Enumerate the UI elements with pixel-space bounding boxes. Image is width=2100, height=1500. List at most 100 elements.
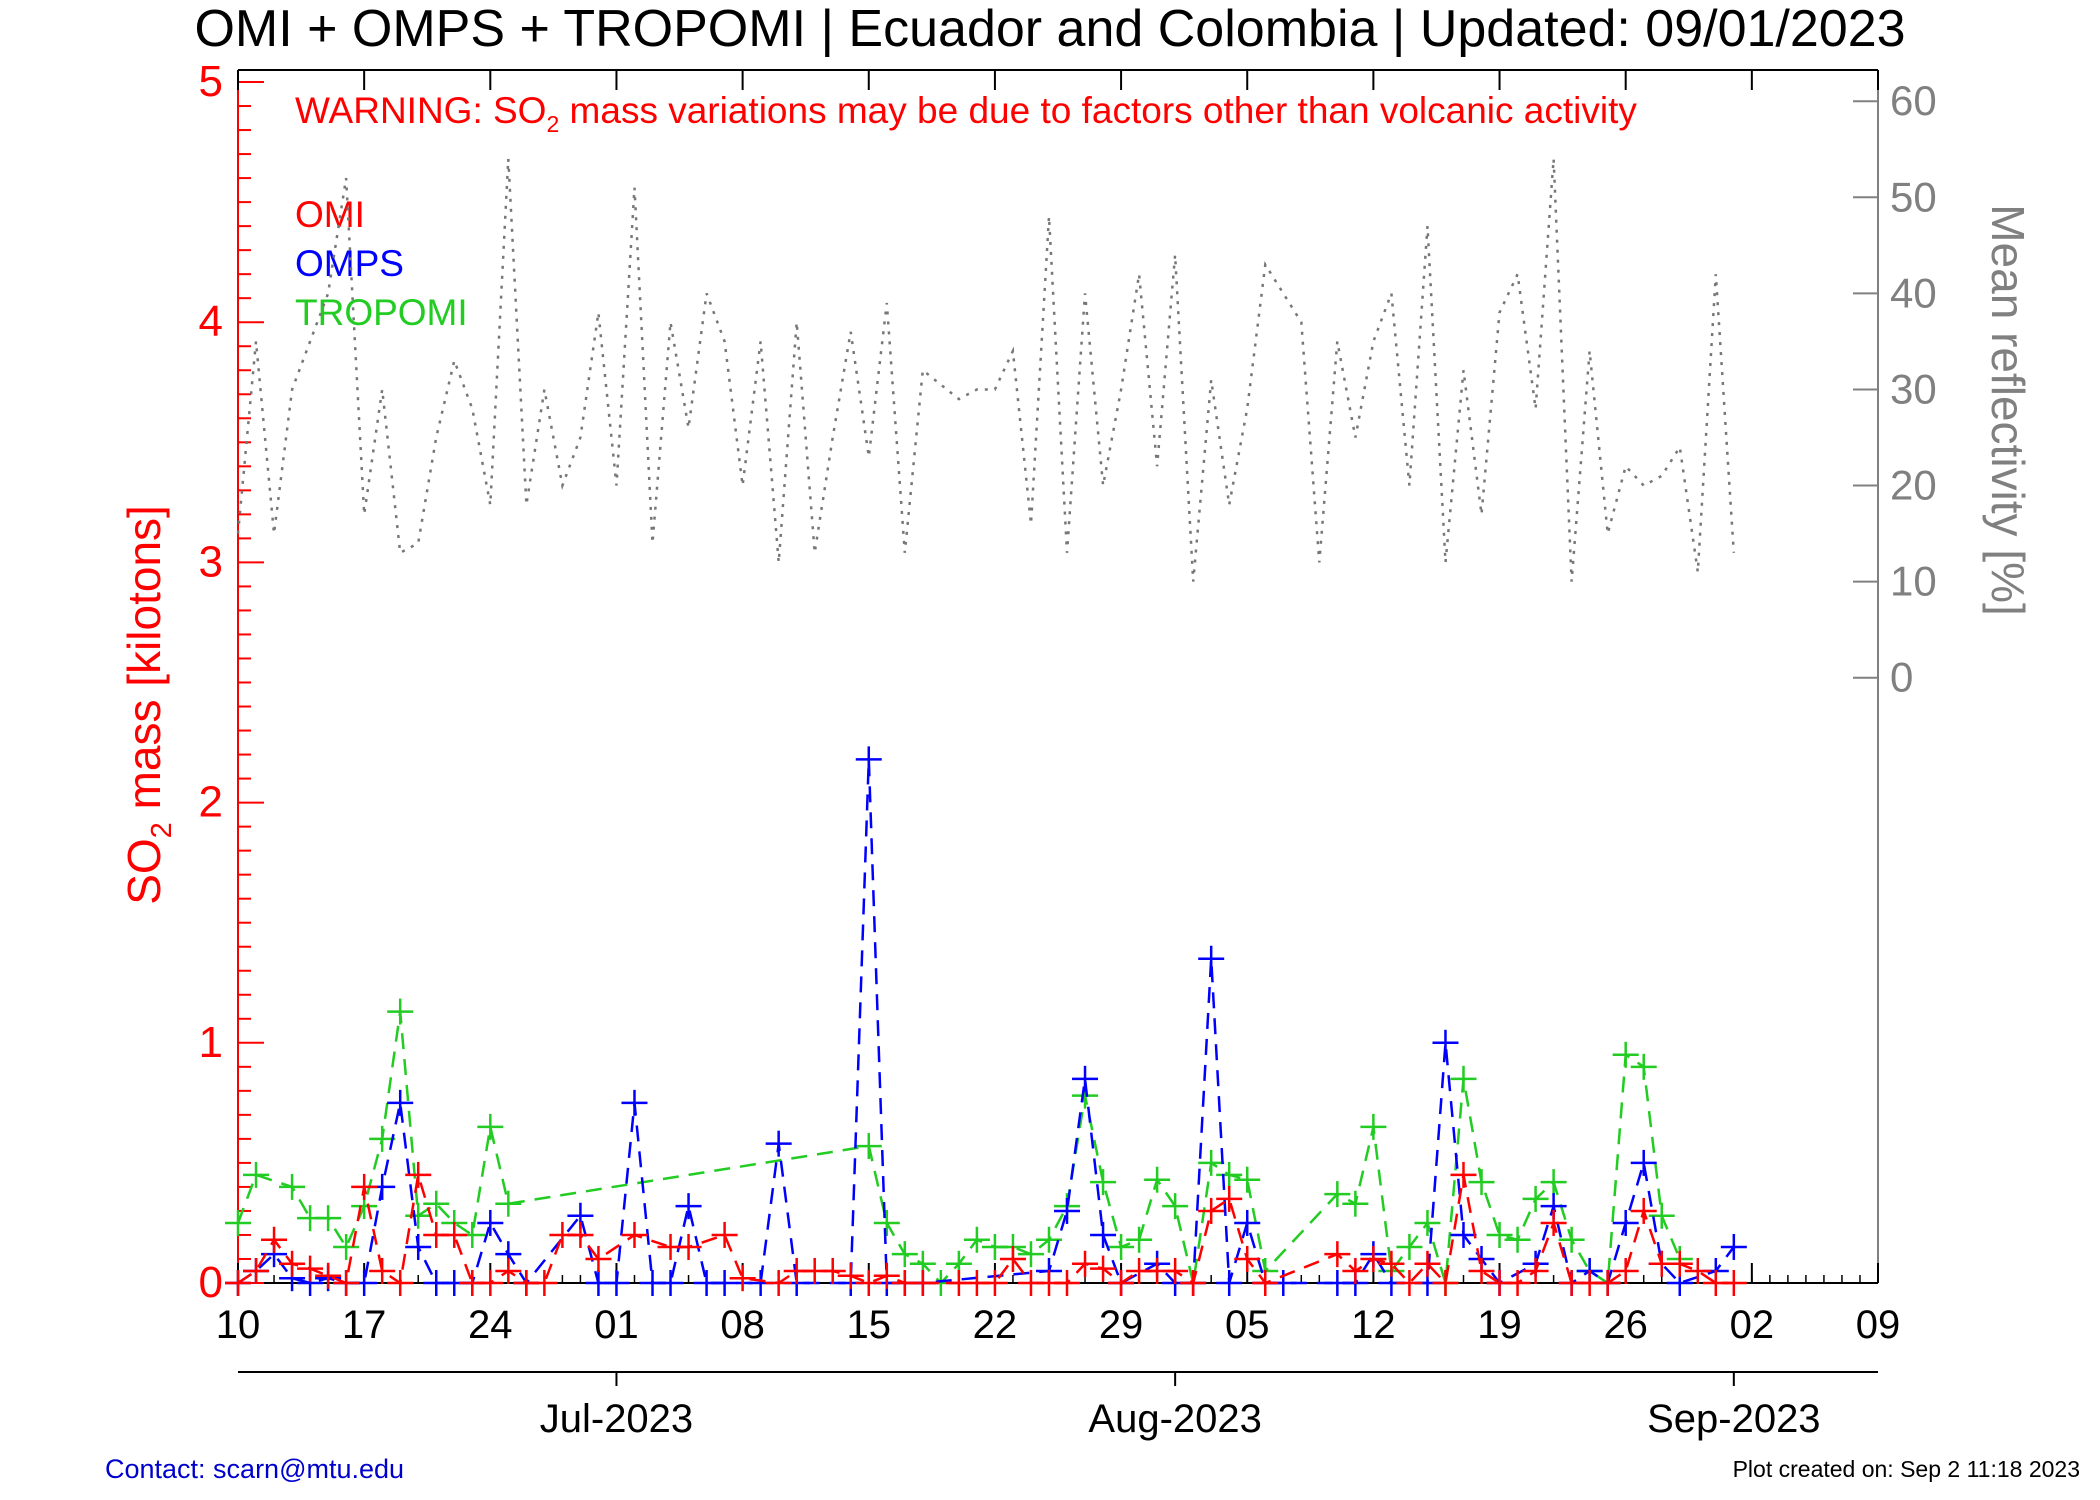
point-omi	[261, 1226, 288, 1253]
point-tropomi	[477, 1113, 504, 1140]
point-tropomi	[1360, 1113, 1387, 1140]
point-tropomi	[1234, 1166, 1261, 1193]
point-omi	[1360, 1245, 1387, 1272]
x-tick-label: 01	[594, 1303, 639, 1347]
point-omi	[873, 1262, 900, 1289]
left-tick-label: 1	[199, 1018, 223, 1067]
point-omps	[477, 1209, 504, 1236]
point-omi	[1432, 1270, 1459, 1296]
series-line-mean-reflectivity	[236, 158, 1736, 582]
point-tropomi	[891, 1241, 918, 1268]
point-tropomi	[369, 1125, 396, 1152]
point-tropomi	[1108, 1233, 1135, 1260]
point-tropomi	[1090, 1169, 1117, 1196]
point-omi	[1540, 1209, 1567, 1236]
point-omi	[765, 1270, 792, 1296]
point-omps	[1054, 1197, 1081, 1224]
x-tick-label: 10	[216, 1303, 261, 1347]
point-omi	[351, 1173, 378, 1200]
point-tropomi	[1162, 1193, 1189, 1220]
x-tick-label: 15	[847, 1303, 892, 1347]
warning-subscript: 2	[546, 111, 559, 137]
point-omi	[1378, 1250, 1405, 1277]
point-tropomi	[1144, 1166, 1171, 1193]
point-tropomi	[1414, 1209, 1441, 1236]
point-tropomi	[1198, 1149, 1225, 1176]
chart-title: OMI + OMPS + TROPOMI | Ecuador and Colom…	[194, 0, 1905, 58]
point-omps	[1198, 945, 1225, 972]
point-omps	[1612, 1209, 1639, 1236]
point-tropomi	[1035, 1226, 1062, 1253]
series-mean-reflectivity	[236, 158, 1736, 582]
contact-text[interactable]: Contact: scarn@mtu.edu	[105, 1454, 405, 1484]
x-tick-label: 24	[468, 1303, 513, 1347]
point-omi	[999, 1245, 1026, 1272]
point-omi	[1216, 1185, 1243, 1212]
point-omi	[1342, 1257, 1369, 1284]
right-tick-label: 30	[1890, 365, 1937, 412]
month-tick-label: Jul-2023	[540, 1397, 693, 1441]
point-omps	[1090, 1221, 1117, 1248]
point-omi	[1162, 1257, 1189, 1284]
point-tropomi	[1468, 1169, 1495, 1196]
right-tick-label: 20	[1890, 462, 1937, 509]
left-axis-label-suffix: mass [kilotons]	[118, 505, 170, 822]
point-omi	[1108, 1270, 1135, 1296]
x-tick-label: 09	[1856, 1303, 1901, 1347]
point-tropomi	[1540, 1169, 1567, 1196]
point-omps	[675, 1193, 702, 1220]
point-omi	[1198, 1197, 1225, 1224]
point-tropomi	[315, 1205, 342, 1232]
plot-created-text: Plot created on: Sep 2 11:18 2023	[1732, 1456, 2080, 1482]
point-omi	[441, 1221, 468, 1248]
x-tick-label: 19	[1477, 1303, 1522, 1347]
legend-omi: OMI	[295, 194, 365, 235]
left-axis-label-subscript: 2	[146, 822, 178, 838]
point-omi	[711, 1221, 738, 1248]
point-omi	[531, 1270, 558, 1296]
point-omi	[675, 1233, 702, 1260]
point-omi	[1414, 1250, 1441, 1277]
point-omi	[585, 1245, 612, 1272]
month-tick-label: Sep-2023	[1647, 1397, 1820, 1441]
point-tropomi	[1504, 1226, 1531, 1253]
point-omi	[297, 1255, 324, 1282]
point-tropomi	[1017, 1241, 1044, 1268]
point-tropomi	[495, 1190, 522, 1217]
left-tick-label: 2	[199, 778, 223, 827]
point-omps	[621, 1089, 648, 1116]
point-omi	[405, 1161, 432, 1188]
point-omi	[1720, 1270, 1747, 1296]
right-tick-label: 10	[1890, 558, 1937, 605]
month-tick-label: Aug-2023	[1088, 1397, 1261, 1441]
point-tropomi	[1342, 1190, 1369, 1217]
left-tick-label: 3	[199, 537, 223, 586]
point-omi	[837, 1262, 864, 1289]
point-omi	[1180, 1270, 1207, 1296]
point-omi	[243, 1257, 270, 1284]
point-tropomi	[855, 1133, 882, 1160]
point-tropomi	[1324, 1181, 1351, 1208]
point-omi	[1072, 1250, 1099, 1277]
point-omi	[1396, 1270, 1423, 1296]
point-tropomi	[1486, 1221, 1513, 1248]
x-tick-label: 12	[1351, 1303, 1396, 1347]
point-tropomi	[387, 998, 414, 1025]
point-omps	[1216, 1270, 1243, 1296]
point-tropomi	[1558, 1226, 1585, 1253]
point-tropomi	[1522, 1185, 1549, 1212]
point-omps	[405, 1233, 432, 1260]
series-omi	[225, 1161, 1747, 1296]
point-omi	[729, 1265, 756, 1292]
right-tick-label: 50	[1890, 173, 1937, 220]
series-line-omps	[237, 759, 1735, 1286]
point-omi	[1468, 1257, 1495, 1284]
point-tropomi	[1126, 1226, 1153, 1253]
point-omps	[1630, 1149, 1657, 1176]
x-tick-label: 29	[1099, 1303, 1144, 1347]
point-omps	[1072, 1065, 1099, 1092]
point-omps	[1720, 1233, 1747, 1260]
left-tick-label: 0	[199, 1258, 223, 1307]
point-omi	[1450, 1161, 1477, 1188]
